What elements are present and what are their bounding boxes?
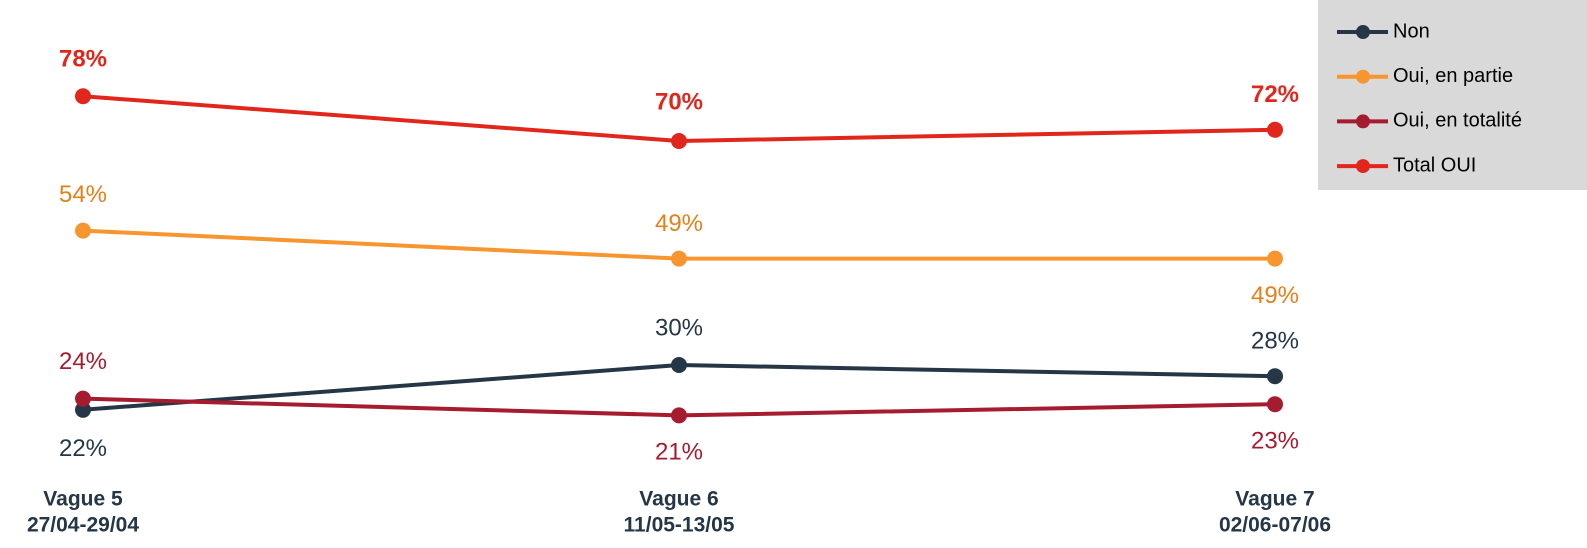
data-point [1267,121,1283,138]
data-point [671,357,687,373]
data-label: 22% [59,435,107,462]
data-label: 28% [1251,328,1299,355]
data-point [75,390,91,407]
data-label: 49% [1251,282,1299,309]
data-point [671,250,687,267]
legend-label: Oui, en partie [1393,65,1513,87]
data-label: 54% [59,181,107,208]
data-point [1267,396,1283,413]
data-label: 23% [1251,428,1299,455]
legend-label: Non [1393,20,1430,42]
x-tick-date: 11/05-13/05 [624,514,735,537]
legend-label: Total OUI [1393,154,1476,176]
data-point [75,88,91,105]
data-point [75,401,91,418]
data-point [671,407,687,424]
data-point [75,222,91,239]
legend-marker [1356,25,1370,39]
x-tick-label: Vague 5 [43,488,123,511]
legend-marker [1356,69,1370,84]
data-label: 30% [655,314,703,341]
x-tick-label: Vague 7 [1235,488,1314,511]
x-tick-label: Vague 6 [639,488,718,511]
data-label: 24% [59,348,107,375]
data-label: 49% [655,210,703,237]
legend-label: Oui, en totalité [1393,110,1522,132]
x-tick-date: 27/04-29/04 [27,514,139,537]
data-label: 70% [655,88,703,115]
legend-marker [1356,159,1370,174]
data-point [1267,368,1283,385]
legend-marker [1356,114,1370,129]
data-point [1267,250,1283,267]
data-point [671,133,687,149]
data-label: 21% [655,439,703,466]
data-label: 72% [1251,81,1299,108]
x-tick-date: 02/06-07/06 [1219,514,1331,537]
data-label: 78% [59,46,107,73]
